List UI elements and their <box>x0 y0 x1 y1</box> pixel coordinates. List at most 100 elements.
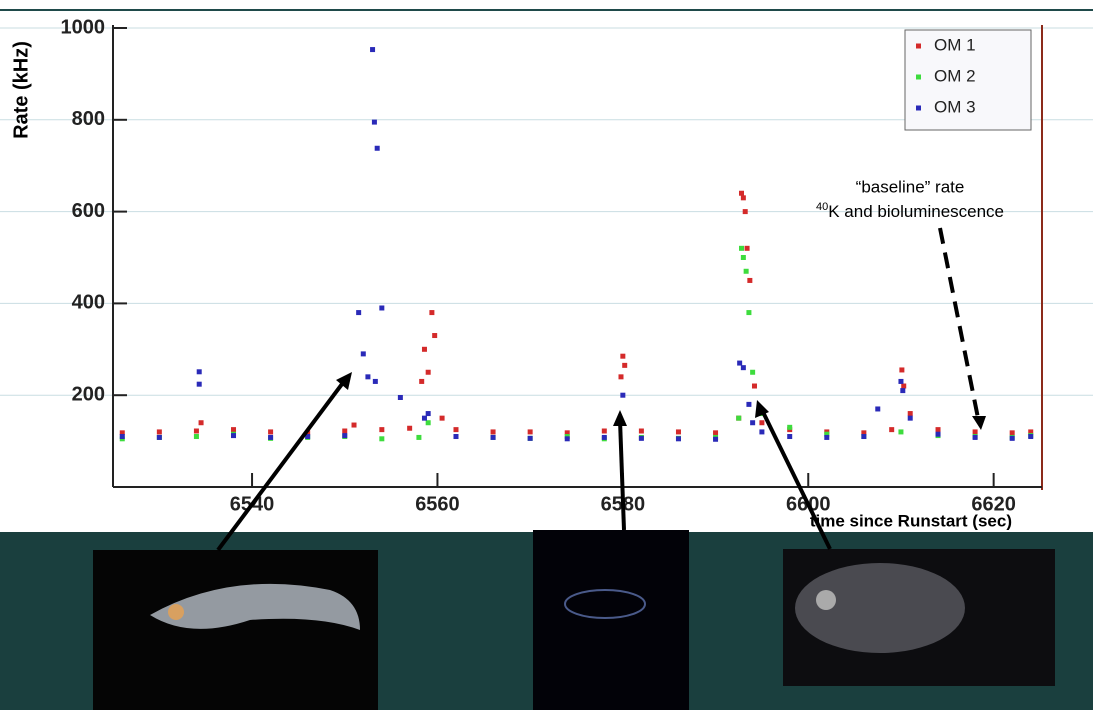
point <box>898 429 903 434</box>
photo-jellyfish <box>533 530 689 710</box>
screen: 200400600800100065406560658066006620 Rat… <box>0 0 1093 710</box>
point <box>901 384 906 389</box>
point <box>787 434 792 439</box>
point <box>639 436 644 441</box>
fish-eye <box>816 590 836 610</box>
point <box>416 435 421 440</box>
point <box>1028 434 1033 439</box>
point <box>429 310 434 315</box>
point <box>528 429 533 434</box>
x-axis-label: time since Runstart (sec) <box>810 511 1012 530</box>
point <box>739 246 744 251</box>
point <box>899 367 904 372</box>
point <box>197 369 202 374</box>
point <box>491 429 496 434</box>
point <box>231 427 236 432</box>
point <box>602 429 607 434</box>
legend-swatch <box>916 106 921 111</box>
point <box>194 434 199 439</box>
point <box>713 430 718 435</box>
point <box>419 379 424 384</box>
point <box>426 411 431 416</box>
point <box>440 416 445 421</box>
point <box>379 427 384 432</box>
point <box>197 382 202 387</box>
point <box>908 416 913 421</box>
point <box>676 436 681 441</box>
photo-shrimp <box>93 550 378 710</box>
point <box>453 427 458 432</box>
y-tick-label: 800 <box>72 108 105 130</box>
point <box>973 429 978 434</box>
point <box>602 435 607 440</box>
annotation: “baseline” rate <box>856 177 965 196</box>
point <box>370 47 375 52</box>
legend-swatch <box>916 44 921 49</box>
point <box>157 429 162 434</box>
point <box>379 305 384 310</box>
point <box>1010 436 1015 441</box>
point <box>676 429 681 434</box>
point <box>620 393 625 398</box>
legend-label: OM 2 <box>934 66 976 85</box>
point <box>620 354 625 359</box>
point <box>432 333 437 338</box>
point <box>342 429 347 434</box>
point <box>120 434 125 439</box>
point <box>861 434 866 439</box>
point <box>739 191 744 196</box>
point <box>268 429 273 434</box>
point <box>752 384 757 389</box>
point <box>375 146 380 151</box>
point <box>898 379 903 384</box>
point <box>407 426 412 431</box>
legend-swatch <box>916 75 921 80</box>
point <box>744 269 749 274</box>
y-tick-label: 400 <box>72 292 105 314</box>
point <box>741 365 746 370</box>
annotation-text: K and bioluminescence <box>828 202 1004 221</box>
point <box>422 347 427 352</box>
annotation-sup: 40 <box>816 201 828 213</box>
y-tick-label: 1000 <box>61 16 106 38</box>
point <box>736 416 741 421</box>
point <box>618 374 623 379</box>
y-axis-label: Rate (kHz) <box>10 41 32 139</box>
point <box>639 429 644 434</box>
point <box>741 255 746 260</box>
point <box>824 435 829 440</box>
legend-label: OM 3 <box>934 97 976 116</box>
point <box>936 427 941 432</box>
point <box>745 246 750 251</box>
point <box>231 433 236 438</box>
point <box>528 436 533 441</box>
point <box>356 310 361 315</box>
point <box>1010 430 1015 435</box>
point <box>936 432 941 437</box>
point <box>565 436 570 441</box>
point <box>268 435 273 440</box>
point <box>787 425 792 430</box>
point <box>750 420 755 425</box>
point <box>875 406 880 411</box>
point <box>194 429 199 434</box>
point <box>426 370 431 375</box>
legend-label: OM 1 <box>934 35 976 54</box>
point <box>352 423 357 428</box>
point <box>746 402 751 407</box>
point <box>746 310 751 315</box>
annotation: 40K and bioluminescence <box>816 201 1004 222</box>
point <box>750 370 755 375</box>
point <box>372 120 377 125</box>
point <box>737 361 742 366</box>
point <box>759 420 764 425</box>
point <box>373 379 378 384</box>
point <box>908 411 913 416</box>
point <box>743 209 748 214</box>
point <box>900 388 905 393</box>
point <box>379 436 384 441</box>
point <box>365 374 370 379</box>
point <box>973 435 978 440</box>
shrimp-eye <box>168 604 184 620</box>
point <box>361 351 366 356</box>
